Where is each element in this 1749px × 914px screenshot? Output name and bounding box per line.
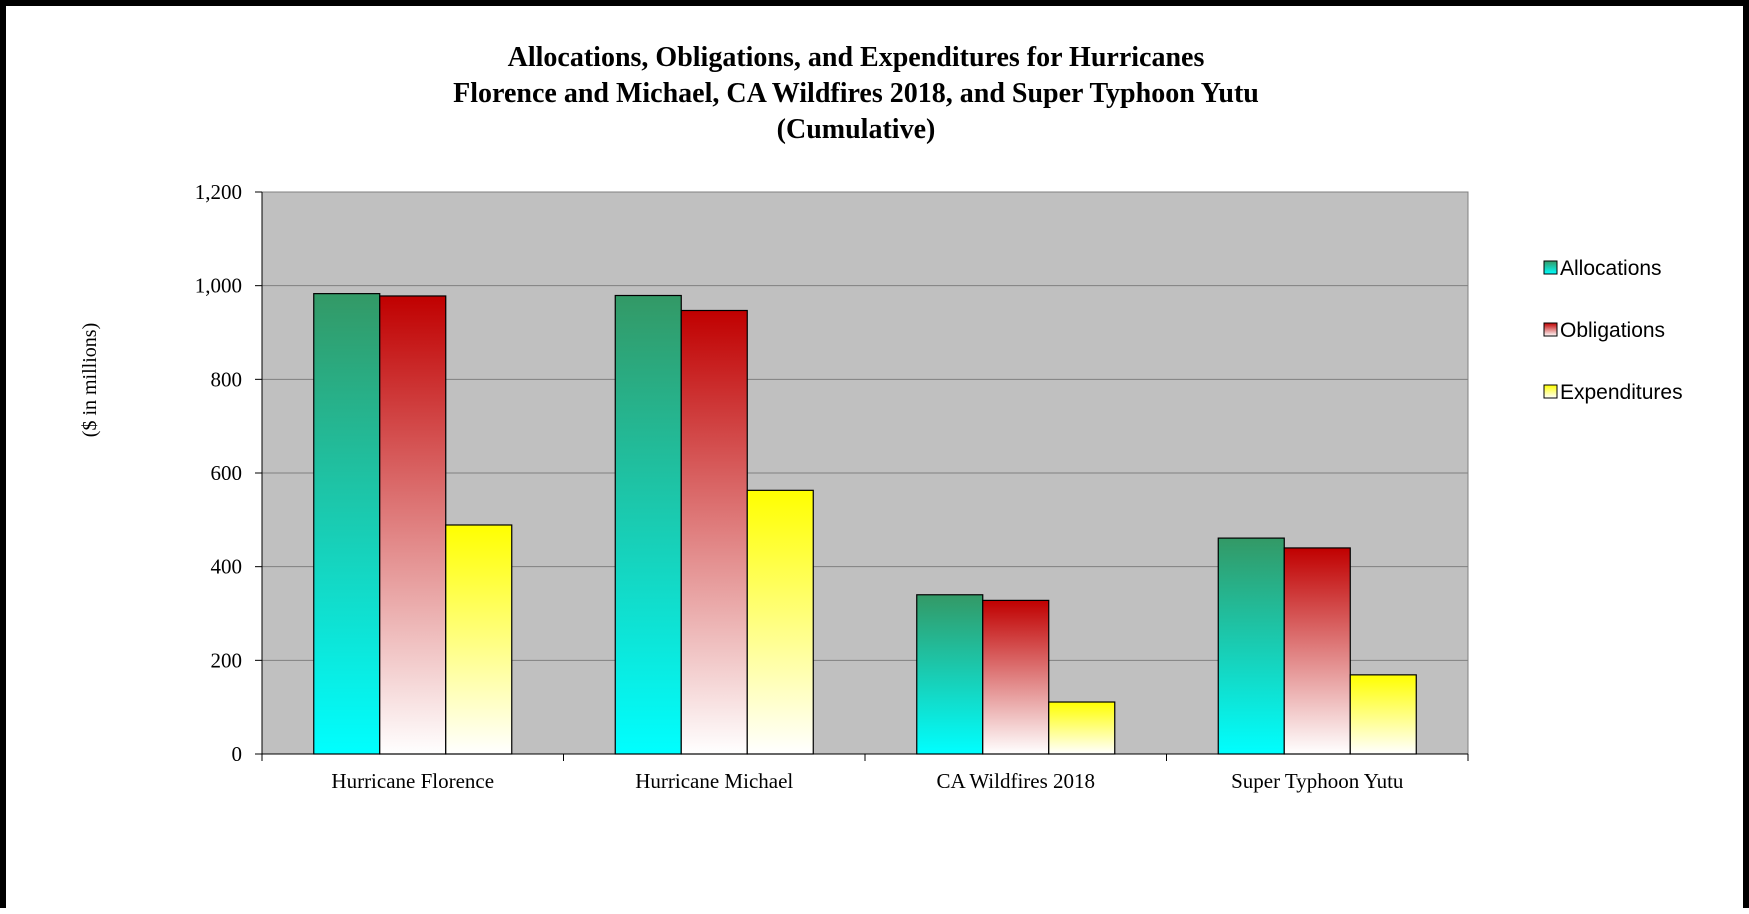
bar-allocations-2 (916, 594, 984, 755)
legend-label-allocations: Allocations (1560, 257, 1662, 280)
bar-expenditures-1 (746, 489, 814, 755)
y-tick-label: 800 (211, 367, 243, 391)
x-axis-labels: Hurricane Florence Hurricane Michael CA Wi… (331, 769, 1404, 793)
bar-allocations-1 (614, 294, 682, 755)
x-category-label: CA Wildfires 2018 (936, 769, 1095, 793)
y-axis-label: ($ in millions) (79, 323, 101, 437)
y-tick-label: 1,200 (195, 180, 242, 204)
chart-title-line-1: Allocations, Obligations, and Expenditur… (508, 42, 1205, 73)
chart-title-line-3: (Cumulative) (777, 114, 936, 145)
legend-label-obligations: Obligations (1560, 319, 1665, 342)
legend-swatch-obligations (1543, 322, 1558, 337)
x-category-label: Super Typhoon Yutu (1231, 769, 1404, 793)
bars (313, 293, 1417, 755)
y-axis-ticks: 0 200 400 600 800 1,000 1,200 (195, 180, 262, 766)
bar-obligations-2 (982, 599, 1050, 755)
bar-chart: Allocations, Obligations, and Expenditur… (79, 42, 1683, 793)
bar-expenditures-3 (1349, 674, 1417, 755)
y-tick-label: 1,000 (195, 274, 242, 298)
bar-obligations-3 (1283, 547, 1351, 755)
y-tick-label: 0 (232, 742, 243, 766)
bar-obligations-1 (680, 309, 748, 755)
x-category-label: Hurricane Michael (635, 769, 793, 793)
y-tick-label: 600 (211, 461, 243, 485)
y-tick-label: 400 (211, 555, 243, 579)
bar-expenditures-2 (1048, 701, 1116, 755)
bar-expenditures-0 (445, 524, 513, 755)
bar-obligations-0 (379, 295, 447, 755)
chart-title-line-2: Florence and Michael, CA Wildfires 2018,… (453, 78, 1259, 109)
legend-swatch-allocations (1543, 260, 1558, 275)
legend-label-expenditures: Expenditures (1560, 381, 1683, 404)
legend-swatch-expenditures (1543, 384, 1558, 399)
bar-allocations-0 (313, 293, 381, 755)
x-category-label: Hurricane Florence (331, 769, 494, 793)
y-tick-label: 200 (211, 648, 243, 672)
bar-allocations-3 (1217, 537, 1285, 755)
legend: Allocations Obligations Expenditures (1543, 257, 1683, 404)
chart-title: Allocations, Obligations, and Expenditur… (453, 42, 1259, 145)
